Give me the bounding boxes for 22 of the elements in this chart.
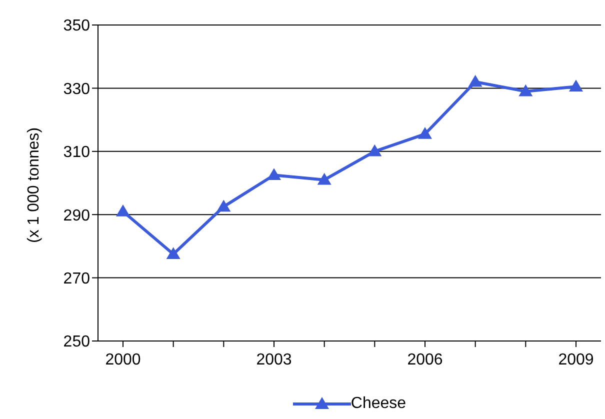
point: [518, 84, 533, 96]
point: [368, 144, 382, 156]
x-tick-label: 2009: [558, 351, 594, 368]
point: [418, 127, 432, 139]
point: [267, 168, 281, 180]
point: [468, 74, 482, 87]
point: [116, 204, 130, 216]
y-tick-label: 250: [63, 334, 90, 351]
point: [166, 247, 180, 259]
y-tick-label: 270: [63, 270, 90, 288]
y-axis-title: (x 1 000 tonnes): [26, 127, 43, 243]
point: [317, 172, 332, 185]
x-tick-label: 2006: [407, 351, 443, 368]
y-tick-label: 310: [63, 144, 90, 162]
y-tick-label: 330: [63, 80, 90, 98]
point: [569, 80, 583, 92]
point: [216, 200, 231, 212]
x-tick-label: 2000: [105, 351, 141, 368]
y-tick-label: 350: [63, 18, 90, 35]
x-tick-label: 2003: [256, 351, 292, 368]
legend-label: Cheese: [350, 395, 406, 413]
y-tick-label: 290: [63, 207, 90, 224]
